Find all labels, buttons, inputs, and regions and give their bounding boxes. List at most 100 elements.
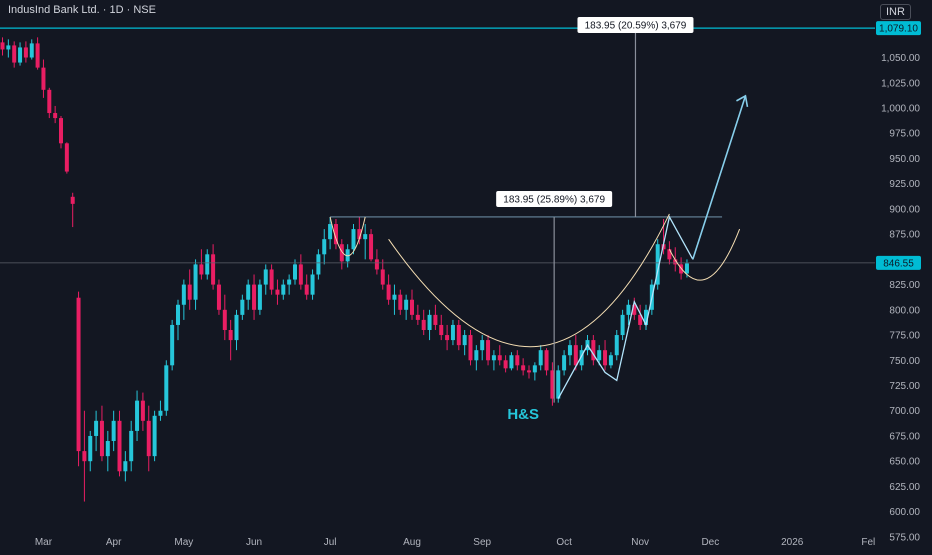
pattern-label: H&S: [507, 406, 539, 423]
candle-body: [88, 435, 93, 462]
candle-body: [638, 314, 643, 325]
candle-body: [684, 263, 689, 274]
y-tick-label: 725.00: [889, 381, 920, 392]
candle-body: [427, 314, 432, 330]
candle-body: [257, 284, 262, 310]
candle-body: [527, 370, 531, 373]
candle-body: [140, 400, 145, 421]
candle-body: [626, 304, 631, 315]
candle-body: [123, 461, 128, 472]
candle-body: [433, 314, 438, 325]
candle-body: [597, 350, 602, 361]
y-tick-label: 575.00: [889, 532, 920, 543]
candle-body: [345, 249, 350, 262]
candle-body: [70, 196, 75, 204]
candle-body: [310, 274, 315, 295]
y-tick-label: 800.00: [889, 305, 920, 316]
candle-body: [486, 340, 491, 361]
currency-button[interactable]: INR: [880, 4, 911, 20]
x-tick-label: Jul: [324, 537, 337, 548]
candle-body: [445, 335, 450, 341]
candle-body: [234, 314, 239, 341]
x-tick-label: Sep: [473, 537, 491, 548]
x-tick-label: May: [174, 537, 193, 548]
x-tick-label: Aug: [403, 537, 421, 548]
candle-body: [176, 304, 180, 325]
candle-body: [357, 229, 362, 240]
candle-body: [275, 289, 280, 295]
candle-body: [47, 89, 52, 114]
y-tick-label: 825.00: [889, 280, 920, 291]
price-badge-current-bg: [876, 255, 921, 270]
y-tick-label: 1,000.00: [881, 103, 920, 114]
candle-body: [491, 355, 496, 361]
candle-body: [567, 345, 572, 356]
right-shoulder-curve: [668, 228, 741, 281]
measure-label-upper-bg: [577, 17, 694, 33]
x-tick-label: Dec: [701, 537, 719, 548]
candle-body: [29, 43, 34, 58]
measure-label-upper: 183.95 (20.59%) 3,679: [577, 17, 694, 33]
measure-label-lower-bg: [496, 191, 613, 207]
x-tick-label: Jun: [246, 537, 262, 548]
candle-body: [573, 345, 578, 366]
candle-body: [550, 370, 555, 399]
candle-body: [667, 249, 672, 260]
candle-body: [556, 370, 561, 399]
candle-body: [269, 269, 274, 290]
candle-body: [298, 264, 303, 285]
x-tick-label: Mar: [35, 537, 53, 548]
y-tick-label: 700.00: [889, 406, 920, 417]
candle-body: [152, 415, 157, 457]
candle-body: [509, 355, 514, 369]
candle-body: [35, 43, 40, 68]
y-tick-label: 975.00: [889, 129, 920, 140]
candle-body: [111, 420, 116, 442]
candle-body: [474, 350, 479, 361]
candle-body: [632, 304, 637, 315]
candle-body: [380, 269, 385, 285]
candle-body: [655, 244, 660, 285]
candle-body: [351, 229, 356, 250]
candle-body: [322, 239, 327, 255]
y-tick-label: 875.00: [889, 230, 920, 241]
candle-body: [6, 45, 11, 50]
candle-body: [328, 224, 333, 240]
candle-body: [216, 284, 221, 310]
candle-body: [620, 314, 625, 336]
candle-body: [205, 254, 210, 275]
candle-body: [129, 430, 134, 462]
candle-body: [263, 269, 268, 285]
x-tick-label: 2026: [781, 537, 804, 548]
candle-body: [18, 47, 23, 63]
measure-label-lower-text: 183.95 (25.89%) 3,679: [503, 195, 605, 206]
candle-body: [503, 360, 508, 369]
price-badge-target-bg: [876, 21, 921, 36]
candle-body: [211, 254, 216, 285]
candle-body: [222, 309, 227, 330]
candle-body: [468, 335, 473, 361]
zigzag-path: [557, 215, 694, 399]
candle-body: [644, 309, 648, 325]
candle-body: [369, 234, 374, 260]
candle-body: [281, 284, 286, 295]
candle-body: [105, 441, 110, 457]
candle-body: [673, 259, 678, 265]
candle-body: [497, 355, 502, 361]
candle-body: [59, 118, 63, 144]
candle-body: [193, 264, 198, 300]
y-tick-label: 950.00: [889, 154, 920, 165]
candle-body: [246, 284, 251, 300]
candle-body: [240, 299, 245, 315]
candle-body: [164, 365, 169, 411]
candle-body: [339, 244, 344, 262]
candle-body: [439, 324, 444, 336]
candle-body: [252, 284, 257, 310]
candle-body: [117, 420, 122, 472]
candle-body: [228, 330, 233, 341]
candle-body: [579, 350, 584, 366]
candle-body: [76, 297, 81, 452]
candle-body: [158, 410, 163, 416]
candle-body: [12, 45, 17, 63]
